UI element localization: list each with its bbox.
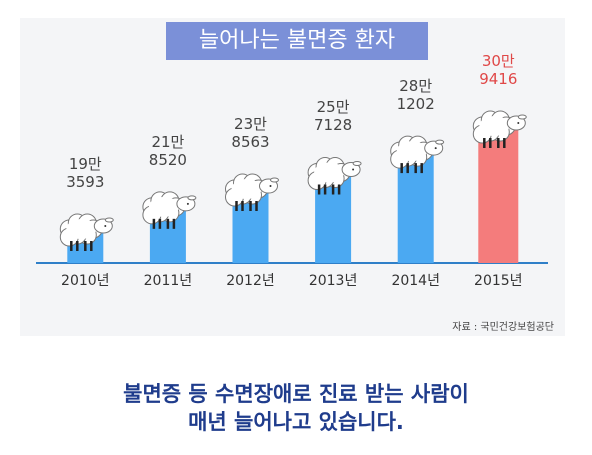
chart-title: 늘어나는 불면증 환자 — [166, 22, 428, 60]
x-tick-label: 2011년 — [144, 273, 193, 289]
eye — [269, 185, 272, 188]
source-note: 자료 : 국민건강보험공단 — [452, 322, 554, 333]
chart-panel — [20, 18, 565, 336]
sheep-icon — [390, 135, 445, 174]
head — [506, 115, 526, 131]
x-tick-label: 2010년 — [61, 273, 110, 289]
value-label: 23만 8563 — [231, 115, 270, 151]
value-label: 21만 8520 — [148, 132, 187, 169]
body — [396, 141, 427, 162]
ear — [187, 195, 197, 201]
value-label: 30만 9416 — [479, 52, 518, 88]
x-tick-label: 2015년 — [474, 273, 523, 289]
x-tick-label: 2013년 — [309, 273, 358, 289]
value-label: 19만 3593 — [66, 155, 105, 191]
head — [424, 140, 444, 156]
body — [66, 219, 97, 239]
caption: 불면증 등 수면장애로 진료 받는 사람이 매년 늘어나고 있습니다. — [123, 382, 469, 434]
body — [231, 179, 262, 200]
eye — [434, 147, 437, 150]
x-tick-label: 2012년 — [226, 273, 275, 289]
sheep-icon — [225, 173, 279, 212]
sheep-icon — [142, 191, 197, 229]
eye — [352, 168, 355, 171]
eye — [186, 202, 189, 205]
sheep-icon — [307, 156, 362, 195]
sheep-icon — [472, 110, 527, 148]
value-label: 25만 7128 — [314, 98, 353, 135]
body — [314, 162, 345, 183]
head — [176, 196, 196, 212]
head — [341, 161, 361, 177]
head — [93, 218, 113, 234]
ear — [352, 160, 362, 166]
sheep-icon — [59, 213, 114, 251]
x-tick-label: 2014년 — [391, 273, 440, 289]
body — [148, 196, 179, 217]
ear — [517, 114, 527, 120]
eye — [104, 225, 107, 227]
ear — [270, 177, 279, 183]
body — [479, 116, 510, 136]
head — [259, 178, 278, 194]
ear — [104, 217, 114, 223]
value-label: 28만 1202 — [396, 77, 435, 114]
ear — [435, 139, 445, 145]
bar — [478, 130, 519, 263]
eye — [517, 122, 520, 124]
